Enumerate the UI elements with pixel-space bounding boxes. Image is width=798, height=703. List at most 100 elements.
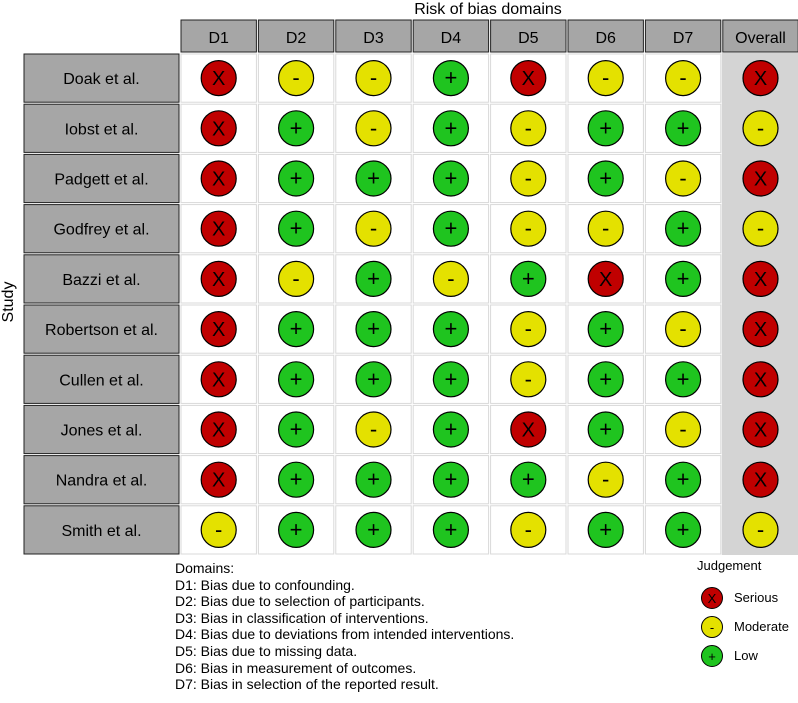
judgement-symbol: + <box>599 366 612 391</box>
study-label-cell <box>23 53 180 103</box>
judgement-marker <box>200 461 237 498</box>
study-label: Jones et al. <box>61 423 143 440</box>
judgement-symbol: + <box>444 166 457 191</box>
judgement-symbol: - <box>525 366 532 391</box>
legend-label-serious: Serious <box>734 590 779 605</box>
judgement-marker <box>587 59 624 97</box>
judgement-marker <box>200 361 237 398</box>
judgement-marker <box>587 110 624 147</box>
judgement-marker <box>510 361 547 398</box>
judgement-symbol: - <box>215 517 222 542</box>
judgement-symbol: + <box>367 166 380 191</box>
judgement-symbol: + <box>290 166 303 191</box>
judgement-symbol: - <box>370 65 377 90</box>
judgement-marker <box>200 511 237 549</box>
judgement-symbol: - <box>679 65 686 90</box>
judgement-marker <box>355 511 392 549</box>
study-label-cell <box>23 354 180 404</box>
judgement-symbol: + <box>677 467 690 492</box>
judgement-marker <box>510 59 547 97</box>
judgement-marker <box>200 311 237 348</box>
judgement-symbol: + <box>444 316 457 341</box>
judgement-symbol: + <box>599 517 612 542</box>
judgement-marker <box>587 160 624 197</box>
judgement-symbol: X <box>754 319 767 341</box>
judgement-symbol: - <box>525 166 532 191</box>
judgement-marker <box>664 361 702 398</box>
judgement-marker <box>278 311 315 348</box>
judgement-marker <box>355 210 392 247</box>
judgement-marker <box>200 210 237 247</box>
judgement-marker <box>278 160 315 197</box>
judgement-marker <box>664 210 702 247</box>
svg-text:X: X <box>708 591 717 606</box>
judgement-symbol: - <box>602 65 609 90</box>
judgement-symbol: + <box>677 517 690 542</box>
domains-legend-item: D5: Bias due to missing data. <box>175 642 358 659</box>
judgement-marker <box>664 110 702 147</box>
serious-icon: X <box>701 587 723 609</box>
study-label: Iobst et al. <box>65 121 139 138</box>
judgement-marker <box>664 59 702 97</box>
judgement-symbol: + <box>677 115 690 140</box>
low-icon: + <box>701 645 723 667</box>
judgement-symbol: X <box>212 169 225 191</box>
judgement-marker <box>278 411 315 448</box>
judgement-symbol: - <box>292 65 299 90</box>
judgement-symbol: + <box>290 316 303 341</box>
judgement-marker <box>355 411 392 448</box>
study-label-cell <box>23 455 180 505</box>
judgement-symbol: + <box>367 467 380 492</box>
study-label: Doak et al. <box>63 71 139 88</box>
judgement-marker <box>432 210 469 247</box>
judgement-symbol: - <box>757 517 764 542</box>
judgement-legend-title: Judgement <box>697 558 762 573</box>
judgement-symbol: - <box>757 115 764 140</box>
judgement-symbol: + <box>599 417 612 442</box>
judgement-symbol: + <box>599 166 612 191</box>
judgement-marker <box>742 511 779 549</box>
judgement-marker <box>278 260 315 297</box>
judgement-marker <box>355 59 392 97</box>
legend-label-low: Low <box>734 648 758 663</box>
judgement-symbol: - <box>370 417 377 442</box>
judgement-symbol: + <box>444 417 457 442</box>
judgement-symbol: + <box>599 115 612 140</box>
judgement-marker <box>432 311 469 348</box>
judgement-marker <box>587 260 624 297</box>
study-label-cell <box>23 505 180 555</box>
column-header-label: Overall <box>735 30 786 47</box>
judgement-symbol: + <box>290 216 303 241</box>
judgement-symbol: X <box>212 219 225 241</box>
domains-legend-heading: Domains: <box>175 560 235 576</box>
judgement-symbol: + <box>522 467 535 492</box>
column-header-label: D4 <box>441 30 462 47</box>
judgement-marker <box>355 461 392 498</box>
judgement-symbol: - <box>525 316 532 341</box>
domains-legend-item: D6: Bias in measurement of outcomes. <box>175 659 417 676</box>
judgement-marker <box>742 361 779 398</box>
judgement-marker <box>432 461 469 498</box>
judgement-symbol: + <box>290 517 303 542</box>
judgement-marker <box>432 59 469 97</box>
judgement-marker <box>664 511 702 549</box>
judgement-symbol: X <box>522 420 535 442</box>
judgement-marker <box>510 511 547 549</box>
judgement-symbol: - <box>679 166 686 191</box>
judgement-symbol: X <box>599 269 612 291</box>
judgement-marker <box>510 260 547 297</box>
judgement-marker <box>200 260 237 297</box>
grid-layer: D1 D2 D3 D4 D5 D6 D7 Overall Doak et al. X - - + X - - X… <box>23 19 798 555</box>
judgement-symbol: + <box>290 467 303 492</box>
judgement-symbol: + <box>444 115 457 140</box>
judgement-marker <box>432 411 469 448</box>
judgement-symbol: - <box>757 216 764 241</box>
judgement-symbol: - <box>370 216 377 241</box>
judgement-marker <box>742 311 779 348</box>
judgement-marker <box>510 311 547 348</box>
study-label-cell <box>23 254 180 304</box>
legend-label-moderate: Moderate <box>734 619 789 634</box>
judgement-symbol: X <box>212 319 225 341</box>
judgement-symbol: + <box>444 65 457 90</box>
judgement-marker <box>664 461 702 498</box>
